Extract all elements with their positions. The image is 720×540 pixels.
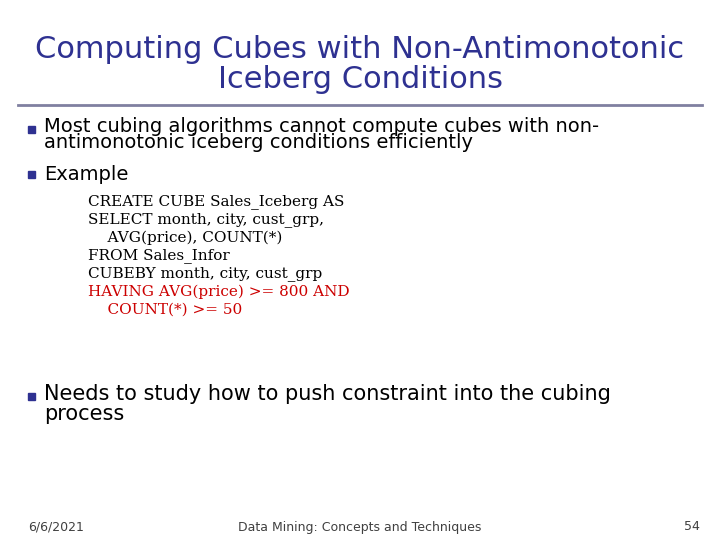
Text: 6/6/2021: 6/6/2021	[28, 521, 84, 534]
Text: Data Mining: Concepts and Techniques: Data Mining: Concepts and Techniques	[238, 521, 482, 534]
Text: HAVING AVG(price) >= 800 AND: HAVING AVG(price) >= 800 AND	[88, 285, 350, 299]
Text: Computing Cubes with Non-Antimonotonic: Computing Cubes with Non-Antimonotonic	[35, 36, 685, 64]
Text: FROM Sales_Infor: FROM Sales_Infor	[88, 248, 230, 264]
Text: Most cubing algorithms cannot compute cubes with non-: Most cubing algorithms cannot compute cu…	[44, 117, 599, 136]
Text: COUNT(*) >= 50: COUNT(*) >= 50	[88, 303, 242, 317]
Text: antimonotonic iceberg conditions efficiently: antimonotonic iceberg conditions efficie…	[44, 133, 473, 152]
Text: CREATE CUBE Sales_Iceberg AS: CREATE CUBE Sales_Iceberg AS	[88, 194, 344, 210]
Bar	[28, 393, 35, 400]
Text: process: process	[44, 404, 125, 424]
Text: 54: 54	[684, 521, 700, 534]
Bar	[28, 126, 35, 133]
Text: SELECT month, city, cust_grp,: SELECT month, city, cust_grp,	[88, 213, 324, 227]
Bar	[28, 171, 35, 178]
Text: Iceberg Conditions: Iceberg Conditions	[217, 65, 503, 94]
Text: CUBEBY month, city, cust_grp: CUBEBY month, city, cust_grp	[88, 267, 323, 281]
Text: AVG(price), COUNT(*): AVG(price), COUNT(*)	[88, 231, 282, 245]
Text: Example: Example	[44, 165, 128, 184]
Text: Needs to study how to push constraint into the cubing: Needs to study how to push constraint in…	[44, 384, 611, 404]
